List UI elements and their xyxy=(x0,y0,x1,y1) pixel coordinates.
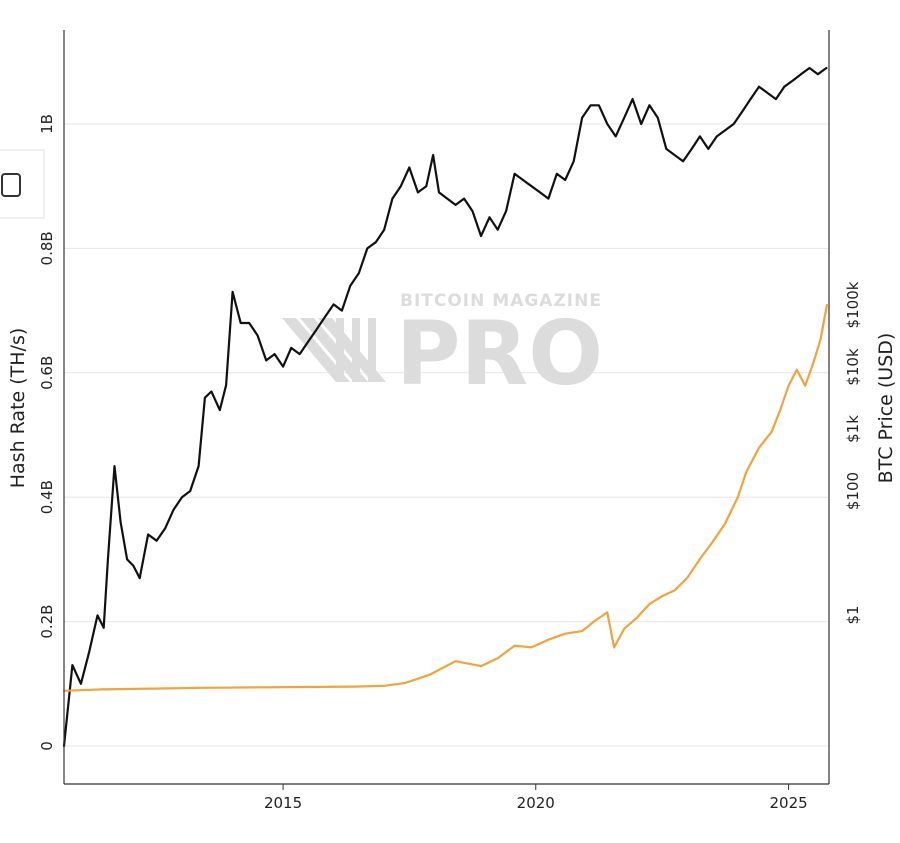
y2-tick-label: $1k xyxy=(844,415,862,443)
y-axis-right: $1 $100 $1k $10k $100k xyxy=(828,30,862,784)
y-axis-right-title: BTC Price (USD) xyxy=(875,333,897,484)
y2-tick-label: $1 xyxy=(844,605,862,624)
y2-tick-label: $100 xyxy=(844,472,862,510)
y-tick-label: 0.4B xyxy=(38,480,56,514)
y-tick-label: 0.6B xyxy=(38,356,56,390)
gridlines xyxy=(64,123,829,747)
y2-tick-label: $10k xyxy=(844,348,862,386)
series-price-line xyxy=(62,303,829,692)
y2-tick-label: $100k xyxy=(844,281,862,328)
watermark-line2: PRO xyxy=(396,302,603,405)
watermark: BITCOIN MAGAZINE PRO xyxy=(282,291,603,405)
y-tick-label: 0.8B xyxy=(38,231,56,265)
y-tick-label: 0.2B xyxy=(38,605,56,639)
toolbar-square-icon xyxy=(1,173,21,197)
toolbar-button[interactable] xyxy=(0,149,45,219)
y-tick-label: 1B xyxy=(38,114,56,134)
y-axis-left-title: Hash Rate (TH/s) xyxy=(7,328,29,489)
x-axis: 2015 2020 2025 xyxy=(64,783,829,812)
y-axis-left: 0 0.2B 0.4B 0.6B 0.8B 1B xyxy=(38,30,65,784)
series-hashrate-line xyxy=(62,66,828,748)
x-tick-label: 2020 xyxy=(517,794,555,812)
x-tick-label: 2015 xyxy=(264,794,302,812)
x-tick-label: 2025 xyxy=(769,794,807,812)
watermark-logo-icon xyxy=(282,318,386,382)
series-layer xyxy=(62,66,829,748)
watermark-line1: BITCOIN MAGAZINE xyxy=(400,291,602,311)
y-tick-label: 0 xyxy=(38,741,56,751)
